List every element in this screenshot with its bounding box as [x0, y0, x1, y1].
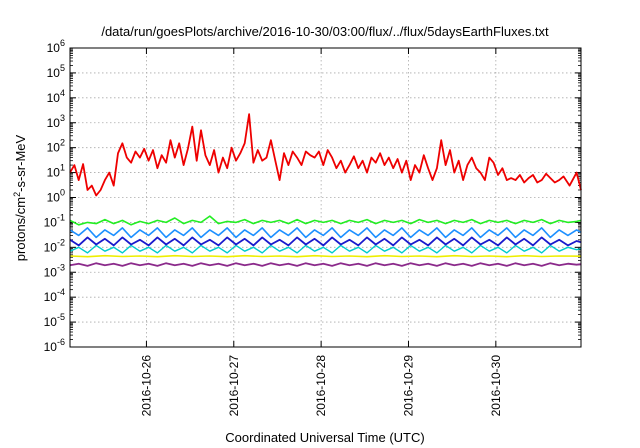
y-tick-label: 10-5 — [44, 312, 65, 329]
x-tick-label: 2016-10-28 — [314, 355, 328, 417]
x-axis-ticks: 2016-10-26 2016-10-27 2016-10-28 2016-10-29… — [139, 48, 503, 417]
plot-frame — [69, 47, 582, 348]
y-tick-base: 10 — [44, 290, 58, 304]
y-tick-base: 10 — [44, 265, 58, 279]
y-tick-base: 10 — [47, 141, 61, 155]
series-line-6 — [69, 254, 582, 258]
y-axis-label: protons/cm2-s-sr-MeV — [12, 134, 28, 261]
y-tick-label: 105 — [47, 63, 65, 80]
y-tick-exponent: -5 — [57, 312, 65, 322]
grid-lines — [70, 48, 581, 347]
y-tick-exponent: 2 — [60, 138, 65, 148]
y-tick-base: 10 — [44, 340, 58, 354]
series-line-7 — [69, 262, 582, 267]
y-tick-exponent: 0 — [60, 188, 65, 198]
y-tick-base: 10 — [47, 116, 61, 130]
y-tick-exponent: -4 — [57, 287, 65, 297]
series-line-1 — [69, 113, 582, 197]
y-tick-exponent: -6 — [57, 337, 65, 347]
y-tick-label: 10-2 — [44, 237, 65, 254]
series-line-3 — [69, 227, 582, 239]
y-axis-ticks: 10-610-510-410-310-210-11001011021031041… — [44, 38, 581, 354]
y-tick-base: 10 — [44, 240, 58, 254]
series-line-5 — [69, 236, 582, 247]
y-tick-label: 10-6 — [44, 337, 65, 354]
y-tick-base: 10 — [47, 166, 61, 180]
y-tick-exponent: 1 — [60, 163, 65, 173]
y-tick-base: 10 — [44, 315, 58, 329]
y-tick-exponent: 3 — [60, 113, 65, 123]
y-tick-base: 10 — [47, 191, 61, 205]
y-tick-label: 102 — [47, 138, 65, 155]
y-axis-label-sup: 2 — [12, 192, 22, 197]
y-tick-label: 10-4 — [44, 287, 65, 304]
y-tick-base: 10 — [44, 215, 58, 229]
y-tick-exponent: -3 — [57, 262, 65, 272]
y-tick-base: 10 — [47, 91, 61, 105]
y-tick-label: 103 — [47, 113, 65, 130]
y-tick-exponent: 4 — [60, 88, 65, 98]
x-tick-label: 2016-10-30 — [489, 355, 503, 417]
y-tick-exponent: -1 — [57, 212, 65, 222]
series-group — [69, 113, 582, 267]
y-tick-label: 104 — [47, 88, 65, 105]
chart-title: /data/run/goesPlots/archive/2016-10-30/0… — [101, 24, 549, 39]
y-tick-label: 10-3 — [44, 262, 65, 279]
y-tick-label: 10-1 — [44, 212, 65, 229]
y-axis-label-base: protons/cm — [13, 197, 28, 261]
y-tick-label: 101 — [47, 163, 65, 180]
x-tick-label: 2016-10-26 — [139, 355, 153, 417]
y-tick-exponent: 5 — [60, 63, 65, 73]
y-tick-label: 100 — [47, 188, 65, 205]
y-tick-exponent: -2 — [57, 237, 65, 247]
y-tick-base: 10 — [47, 66, 61, 80]
series-line-4 — [69, 244, 582, 254]
y-tick-exponent: 6 — [60, 38, 65, 48]
y-axis-label-rest: -s-sr-MeV — [13, 134, 28, 191]
x-axis-label: Coordinated Universal Time (UTC) — [225, 430, 424, 445]
x-tick-label: 2016-10-27 — [227, 355, 241, 417]
series-line-2 — [69, 215, 582, 226]
x-tick-label: 2016-10-29 — [401, 355, 415, 417]
y-tick-label: 106 — [47, 38, 65, 55]
y-tick-base: 10 — [47, 41, 61, 55]
